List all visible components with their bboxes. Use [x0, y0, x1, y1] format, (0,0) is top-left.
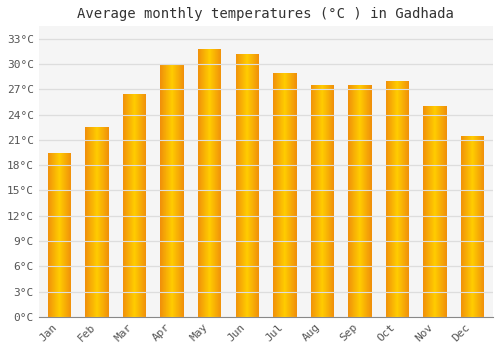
Title: Average monthly temperatures (°C ) in Gadhada: Average monthly temperatures (°C ) in Ga…: [78, 7, 454, 21]
